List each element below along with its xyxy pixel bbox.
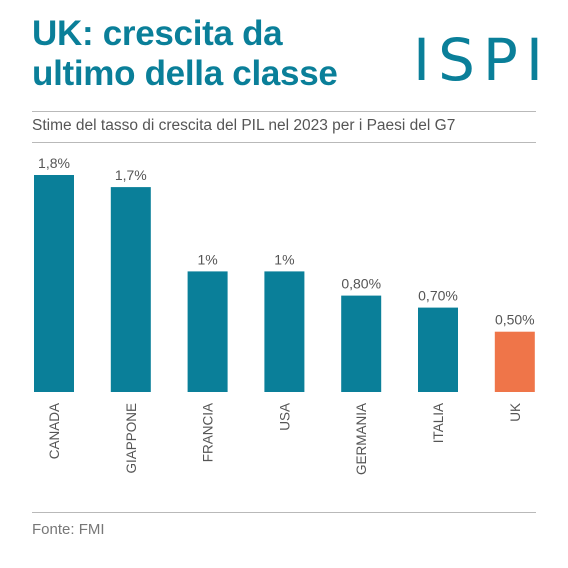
bar-uk	[494, 331, 535, 392]
bar-canada	[34, 175, 74, 392]
subtitle-divider	[32, 142, 536, 143]
chart-title-line-1: UK: crescita da	[32, 14, 283, 53]
chart-subtitle: Stime del tasso di crescita del PIL nel …	[32, 117, 456, 134]
footer-divider	[32, 512, 536, 513]
value-label-usa: 1%	[274, 251, 294, 267]
bar-germania	[341, 295, 382, 392]
category-label-canada: CANADA	[47, 403, 62, 459]
value-label-canada: 1,8%	[38, 155, 70, 171]
source-note: Fonte: FMI	[32, 521, 105, 538]
value-label-germania: 0,80%	[341, 276, 381, 292]
category-label-francia: FRANCIA	[201, 403, 216, 462]
ispi-logo: ISPI	[413, 26, 552, 94]
bar-usa	[264, 271, 305, 392]
category-label-germania: GERMANIA	[354, 403, 369, 475]
chart-title: UK: crescita da ultimo della classe	[32, 14, 338, 94]
bar-giappone	[110, 187, 151, 392]
value-label-giappone: 1,7%	[115, 167, 147, 183]
value-label-uk: 0,50%	[495, 312, 535, 328]
category-label-uk: UK	[508, 403, 523, 422]
value-label-italia: 0,70%	[418, 288, 458, 304]
category-label-italia: ITALIA	[431, 403, 446, 443]
chart-title-line-2: ultimo della classe	[32, 54, 338, 93]
bar-italia	[418, 307, 458, 392]
category-label-giappone: GIAPPONE	[124, 403, 139, 474]
bar-francia	[187, 271, 228, 392]
category-label-usa: USA	[277, 403, 292, 431]
top-divider	[32, 111, 536, 112]
value-label-francia: 1%	[197, 251, 217, 267]
